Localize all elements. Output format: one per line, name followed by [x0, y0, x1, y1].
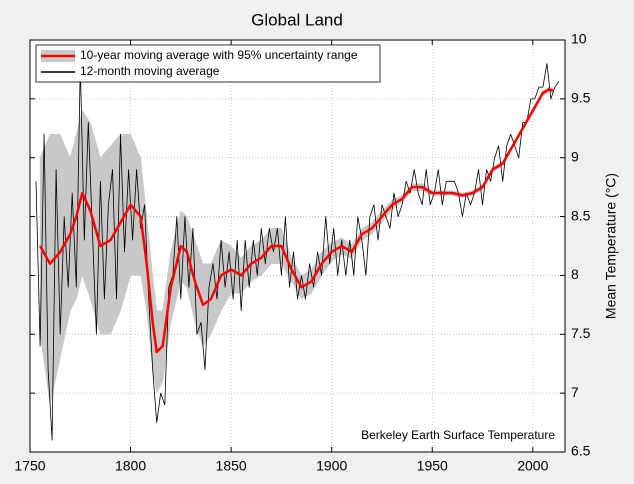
y-tick-label: 10 — [571, 31, 587, 47]
series-line — [35, 63, 560, 441]
x-tick-label: 1750 — [14, 458, 45, 474]
y-tick-label: 8 — [571, 266, 579, 282]
x-tick-label: 1850 — [216, 458, 247, 474]
plot-layer — [35, 63, 560, 441]
y-tick-label: 7 — [571, 384, 579, 400]
y-tick-label: 9.5 — [571, 90, 591, 106]
y-tick-label: 8.5 — [571, 207, 591, 223]
legend-box — [35, 44, 381, 83]
uncertainty-band — [110, 133, 121, 335]
annotation: Berkeley Earth Surface Temperature — [361, 428, 555, 442]
x-tick-label: 1800 — [115, 458, 146, 474]
y-tick-label: 6.5 — [571, 443, 591, 459]
chart-title: Global Land — [251, 10, 343, 29]
plot-frame — [29, 39, 566, 453]
x-tick-label: 1950 — [417, 458, 448, 474]
x-tick-label: 1900 — [316, 458, 347, 474]
y-tick-label: 9 — [571, 148, 579, 164]
legend-label: 12-month moving average — [80, 64, 220, 78]
series-line — [39, 88, 554, 354]
legend: 10-year moving average with 95% uncertai… — [35, 44, 381, 83]
y-axis-label: Mean Temperature (°C) — [603, 173, 619, 319]
legend-label: 10-year moving average with 95% uncertai… — [80, 48, 358, 62]
x-tick-label: 2000 — [517, 458, 548, 474]
y-tick-label: 7.5 — [571, 325, 591, 341]
